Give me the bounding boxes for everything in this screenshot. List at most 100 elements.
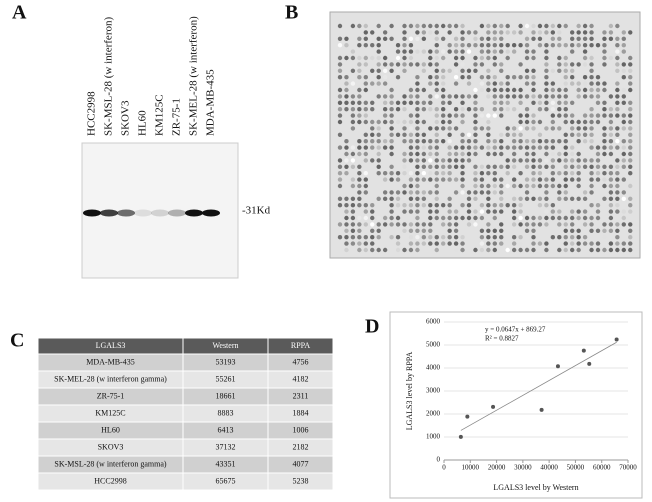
rppa-dot [460, 94, 465, 99]
rppa-dot [408, 151, 414, 157]
rppa-dot [524, 68, 530, 74]
rppa-dot [408, 177, 414, 182]
rppa-dot [337, 75, 343, 80]
rppa-dot [576, 43, 581, 48]
rppa-dot [389, 113, 394, 118]
rppa-dot [557, 171, 562, 176]
rppa-dot [524, 81, 530, 86]
rppa-dot [357, 247, 362, 253]
rppa-dot [486, 55, 491, 61]
rppa-dot [447, 30, 452, 35]
rppa-dot [544, 222, 549, 227]
rppa-dot [563, 151, 568, 157]
rppa-dot [602, 235, 607, 240]
rppa-dot [395, 43, 401, 48]
rppa-dot [582, 30, 588, 35]
rppa-dot [608, 30, 614, 35]
rppa-dot [408, 190, 414, 195]
rppa-dot [350, 30, 356, 35]
rppa-dot [621, 190, 626, 195]
rppa-dot [408, 87, 414, 93]
rppa-dot [615, 228, 620, 233]
rppa-dot [421, 36, 427, 41]
rppa-dot [421, 171, 427, 176]
rppa-dot [524, 222, 530, 227]
table-cell-text: KM125C [95, 408, 125, 417]
rppa-dot [615, 100, 620, 106]
rppa-dot [570, 215, 575, 221]
table-cell-text: 2182 [293, 442, 309, 451]
x-tick-label: 40000 [540, 464, 558, 472]
rppa-dot [595, 203, 601, 208]
rppa-dot [486, 30, 491, 35]
rppa-dot [441, 81, 446, 86]
rppa-dot [370, 215, 375, 221]
rppa-dot [524, 151, 530, 157]
rppa-dot [550, 23, 556, 29]
rppa-dot [531, 36, 536, 41]
rppa-dot [602, 36, 607, 41]
rppa-dot [582, 75, 588, 80]
rppa-dot [447, 196, 452, 201]
rppa-dot [479, 209, 485, 214]
rppa-dot [570, 222, 575, 227]
rppa-dot [499, 145, 504, 150]
rppa-dot [421, 235, 427, 240]
rppa-dot [376, 43, 381, 48]
rppa-dot [550, 215, 556, 221]
rppa-dot [402, 247, 407, 253]
rppa-dot [389, 119, 394, 125]
rppa-dot [357, 62, 362, 67]
rppa-dot [428, 222, 433, 227]
trendline [460, 341, 617, 431]
rppa-dot [570, 113, 575, 118]
rppa-dot [344, 247, 349, 253]
rppa-dot [370, 222, 375, 227]
rppa-dot [434, 107, 439, 112]
table-header: RPPA [291, 341, 311, 350]
rppa-dot [486, 87, 491, 93]
rppa-dot [376, 222, 381, 227]
rppa-dot [492, 100, 497, 106]
table-cell-text: 8883 [218, 408, 234, 417]
rppa-dot [344, 139, 349, 144]
rppa-dot [344, 164, 349, 169]
rppa-dot [395, 68, 401, 74]
rppa-dot [344, 100, 349, 106]
rppa-dot [486, 209, 491, 214]
rppa-dot [408, 139, 414, 144]
rppa-dot [524, 247, 530, 253]
rppa-dot [473, 113, 478, 118]
rppa-dot [550, 81, 556, 86]
rppa-dot [557, 23, 562, 29]
rppa-dot [453, 107, 459, 112]
rppa-dot [628, 81, 633, 86]
rppa-dot [350, 49, 356, 54]
rppa-dot [447, 235, 452, 240]
rppa-dot [563, 171, 568, 176]
rppa-dot [576, 164, 581, 169]
rppa-dot [473, 145, 478, 150]
rppa-dot [395, 203, 401, 208]
rppa-dot [363, 203, 368, 208]
table-cell-text: SK-MEL-28 (w interferon gamma) [54, 374, 167, 383]
rppa-dot [382, 145, 388, 150]
rppa-dot [608, 151, 614, 157]
rppa-dot [363, 81, 368, 86]
rppa-dot [415, 145, 420, 150]
rppa-dot [441, 171, 446, 176]
rppa-dot [486, 126, 491, 131]
rppa-dot [486, 23, 491, 29]
rppa-dot [615, 68, 620, 74]
rppa-dot [344, 75, 349, 80]
rppa-dot [492, 247, 497, 253]
lane-label: SK-MEL-28 (w interferon) [188, 16, 200, 136]
rppa-dot [621, 43, 626, 48]
rppa-dot [434, 145, 439, 150]
rppa-dot [582, 235, 588, 240]
rppa-dot [370, 235, 375, 240]
rppa-dot [621, 30, 626, 35]
rppa-dot [518, 126, 523, 131]
rppa-dot [363, 30, 368, 35]
rppa-dot [492, 177, 497, 182]
